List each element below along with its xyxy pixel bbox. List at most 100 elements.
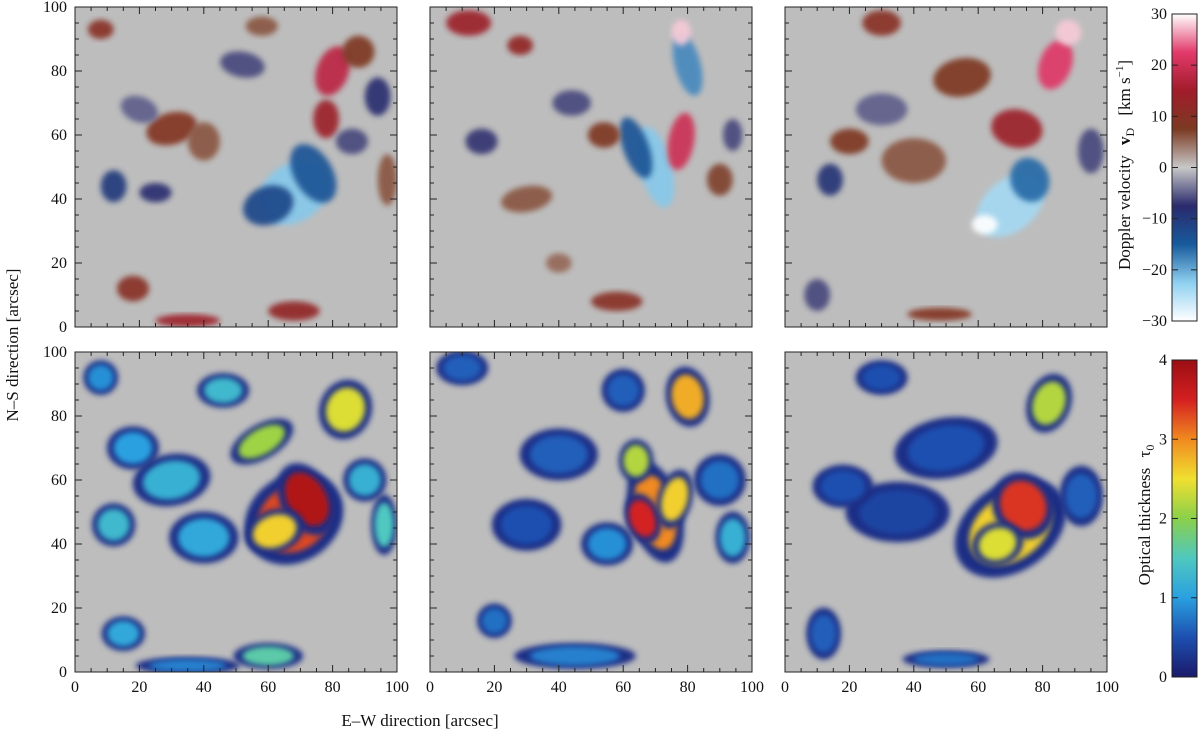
doppler-label-unit-close: ] xyxy=(1115,60,1134,66)
panel-grid: 0 20 40 60 80 100 0 20 40 60 80 100 0 20 40 60 80 100 0 20 4… xyxy=(43,0,1119,696)
y-tick-label: 40 xyxy=(51,536,67,553)
optical-region xyxy=(607,374,640,407)
x-tick-label: 60 xyxy=(970,679,986,696)
x-tick-label: 40 xyxy=(551,679,567,696)
doppler-region xyxy=(364,77,391,116)
optical-region xyxy=(529,646,620,666)
optical-region xyxy=(149,659,227,672)
optical-region xyxy=(719,518,746,557)
doppler-label-unit: [km s xyxy=(1115,77,1134,115)
doppler-region xyxy=(855,93,908,126)
optical-region xyxy=(325,387,366,432)
panel-features xyxy=(806,360,1103,668)
optical-region xyxy=(203,377,243,404)
optical-region xyxy=(1032,381,1066,425)
doppler-region xyxy=(671,19,691,46)
doppler-region xyxy=(619,117,653,179)
optical-colorbar: 4 3 2 1 0 xyxy=(1159,352,1198,686)
optical-region xyxy=(97,508,130,541)
optical-region xyxy=(820,470,866,503)
doppler-colorbar-label: Doppler velocity vD [km s−1] xyxy=(1114,60,1138,270)
doppler-region xyxy=(313,99,340,139)
doppler-region xyxy=(501,185,553,213)
optical-region xyxy=(810,614,837,653)
doppler-colorbar-tick-label: −20 xyxy=(1142,262,1167,279)
y-tick-label: 60 xyxy=(51,472,67,489)
doppler-region xyxy=(187,122,220,161)
y-tick-label: 80 xyxy=(51,408,67,425)
y-tick-label: 100 xyxy=(43,344,67,361)
x-tick-label: 0 xyxy=(426,679,434,696)
panel-background xyxy=(430,7,752,327)
x-tick-label: 40 xyxy=(906,679,922,696)
panel-features xyxy=(446,10,743,311)
doppler-region xyxy=(335,128,369,155)
optical-colorbar-tick-label: 3 xyxy=(1159,431,1167,448)
x-tick-label: 20 xyxy=(841,679,857,696)
doppler-region xyxy=(446,10,492,36)
optical-region xyxy=(862,364,901,391)
optical-label-text: Optical thickness xyxy=(1135,468,1154,586)
doppler-region xyxy=(116,275,150,302)
optical-colorbar-tick-label: 1 xyxy=(1159,590,1167,607)
optical-region xyxy=(87,364,114,391)
optical-region xyxy=(913,652,979,666)
optical-region xyxy=(252,514,297,549)
x-tick-label: 20 xyxy=(131,679,147,696)
doppler-region xyxy=(1078,128,1104,174)
doppler-label-subscript: D xyxy=(1123,128,1137,137)
optical-region xyxy=(999,480,1047,531)
optical-region xyxy=(178,518,230,557)
doppler-region xyxy=(723,119,743,151)
optical-label-symbol: τ xyxy=(1135,451,1154,458)
x-tick-label: 0 xyxy=(71,679,79,696)
doppler-region xyxy=(1055,19,1082,46)
doppler-region xyxy=(377,154,397,206)
doppler-region xyxy=(991,109,1043,149)
doppler-region xyxy=(1037,39,1073,90)
doppler-colorbar-tick-label: 20 xyxy=(1151,57,1167,74)
doppler-colorbar-tick-label: −30 xyxy=(1142,313,1167,330)
doppler-region xyxy=(672,33,703,96)
panel-doppler-2 xyxy=(429,6,753,328)
doppler-region xyxy=(220,51,265,78)
doppler-region xyxy=(342,35,375,68)
doppler-region xyxy=(804,279,831,311)
doppler-colorbar-tick-label: 10 xyxy=(1151,108,1167,125)
doppler-colorbar-tick-label: 30 xyxy=(1151,6,1167,23)
optical-colorbar-tick-label: 4 xyxy=(1159,352,1167,369)
optical-region xyxy=(238,424,285,459)
doppler-region xyxy=(139,183,172,203)
y-tick-label: 20 xyxy=(51,600,67,617)
doppler-region xyxy=(545,253,572,273)
doppler-region xyxy=(933,57,991,97)
optical-region xyxy=(660,477,689,522)
x-tick-label: 80 xyxy=(680,679,696,696)
doppler-region xyxy=(971,215,998,235)
doppler-colorbar-tick-label: 0 xyxy=(1159,160,1167,177)
y-tick-label: 100 xyxy=(43,0,67,16)
doppler-colorbar: 30 20 10 0 −10 −20 −30 xyxy=(1142,6,1198,330)
optical-region xyxy=(242,646,294,666)
doppler-region xyxy=(87,19,114,39)
x-tick-label: 0 xyxy=(781,679,789,696)
y-tick-label: 60 xyxy=(51,127,67,144)
doppler-region xyxy=(315,46,351,96)
y-tick-label: 0 xyxy=(59,319,67,336)
doppler-region xyxy=(100,170,127,203)
x-tick-label: 80 xyxy=(1035,679,1051,696)
x-tick-label: 60 xyxy=(260,679,276,696)
x-tick-label: 100 xyxy=(1095,679,1119,696)
doppler-region xyxy=(268,301,320,321)
doppler-region xyxy=(120,95,159,124)
doppler-region xyxy=(881,138,946,184)
panel-optical-1: 0 20 40 60 80 100 0 20 40 60 80 100 xyxy=(43,344,409,696)
doppler-colorbar-tick-label: −10 xyxy=(1142,211,1167,228)
optical-region xyxy=(113,432,153,464)
panel-optical-2: 0 20 40 60 80 100 xyxy=(426,351,764,696)
optical-region xyxy=(628,499,657,537)
optical-region xyxy=(348,464,381,496)
optical-region xyxy=(529,435,588,474)
